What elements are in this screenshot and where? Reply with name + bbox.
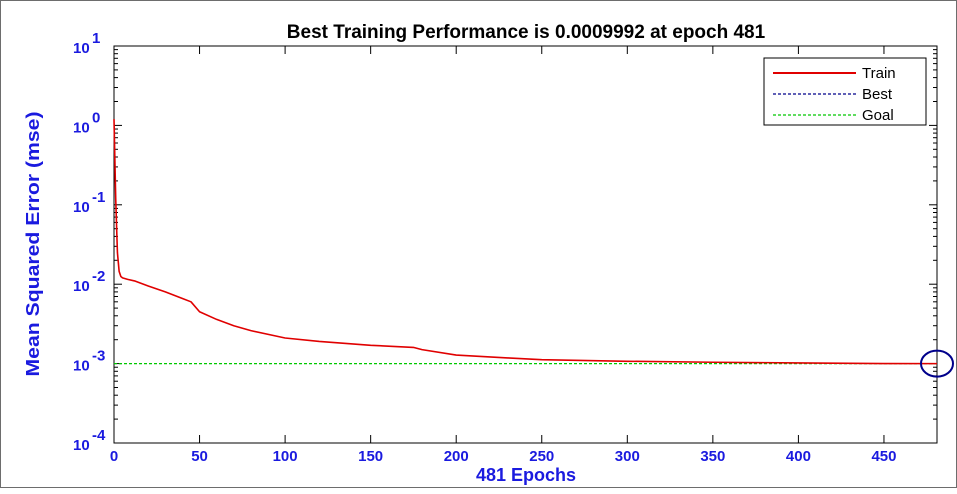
y-tick-label: 10 [73, 119, 90, 136]
x-tick-label: 300 [615, 448, 640, 465]
x-tick-label: 100 [273, 448, 298, 465]
legend: Train Best Goal [763, 57, 927, 126]
best-point-marker [920, 349, 954, 378]
legend-box [763, 57, 927, 126]
x-tick-labels: 0 50 100 150 200 250 300 350 400 450 [110, 448, 897, 465]
x-tick-label: 50 [191, 448, 208, 465]
y-tick-exponent: -1 [92, 189, 105, 206]
legend-label-best: Best [862, 86, 893, 103]
y-tick-label: 10 [73, 358, 90, 375]
y-tick-label: 10 [73, 437, 90, 454]
minor-ticks [114, 49, 937, 420]
series-layer [113, 119, 954, 378]
y-tick-label: 10 [73, 199, 90, 216]
train-line [113, 119, 938, 365]
x-tick-label: 350 [700, 448, 725, 465]
x-tick-label: 150 [358, 448, 383, 465]
x-tick-label: 250 [529, 448, 554, 465]
legend-label-train: Train [862, 65, 896, 82]
major-ticks [113, 45, 937, 444]
y-tick-exponent: -2 [92, 268, 105, 285]
x-tick-label: 0 [110, 448, 118, 465]
x-tick-label: 400 [786, 448, 811, 465]
y-tick-exponent: 0 [92, 109, 100, 126]
legend-label-goal: Goal [862, 107, 894, 124]
chart-title: Best Training Performance is 0.0009992 a… [287, 22, 766, 43]
y-tick-exponent: -4 [92, 427, 106, 444]
y-tick-exponent: 1 [92, 30, 100, 47]
y-tick-label: 10 [73, 40, 90, 57]
x-axis-label: 481 Epochs [476, 465, 576, 485]
x-tick-label: 450 [871, 448, 896, 465]
y-axis-label: Mean Squared Error (mse) [23, 111, 43, 376]
x-tick-label: 200 [444, 448, 469, 465]
y-tick-label: 10 [73, 278, 90, 295]
y-tick-exponent: -3 [92, 348, 105, 365]
